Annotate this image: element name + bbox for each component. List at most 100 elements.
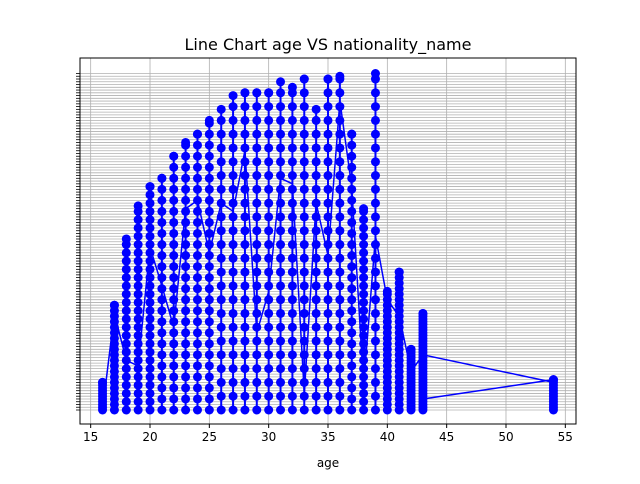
data-point bbox=[228, 308, 238, 318]
data-point bbox=[311, 336, 321, 346]
data-point-max bbox=[323, 74, 333, 84]
data-point bbox=[145, 347, 155, 357]
data-point bbox=[228, 391, 238, 401]
data-point bbox=[299, 212, 309, 222]
data-point bbox=[169, 262, 179, 272]
data-point bbox=[347, 350, 357, 360]
data-point bbox=[335, 281, 345, 291]
x-tick-label: 25 bbox=[202, 430, 217, 444]
data-point bbox=[252, 240, 262, 250]
data-point bbox=[145, 297, 155, 307]
data-point bbox=[145, 223, 155, 233]
data-point bbox=[347, 372, 357, 382]
data-point bbox=[299, 129, 309, 139]
data-point-max bbox=[98, 377, 108, 387]
data-point bbox=[264, 157, 274, 167]
data-point bbox=[204, 372, 214, 382]
data-point bbox=[276, 143, 286, 153]
data-point bbox=[192, 151, 202, 161]
data-point bbox=[192, 140, 202, 150]
data-point bbox=[133, 289, 143, 299]
data-point bbox=[311, 281, 321, 291]
data-point bbox=[347, 339, 357, 349]
data-point bbox=[335, 350, 345, 360]
data-series bbox=[98, 69, 558, 415]
data-point bbox=[347, 195, 357, 205]
data-point bbox=[240, 240, 250, 250]
data-point bbox=[264, 405, 274, 415]
data-point bbox=[287, 364, 297, 374]
data-point bbox=[121, 248, 131, 258]
data-point bbox=[347, 151, 357, 161]
data-point bbox=[359, 215, 369, 225]
data-point bbox=[157, 306, 167, 316]
data-point bbox=[181, 383, 191, 393]
data-point bbox=[276, 115, 286, 125]
data-point bbox=[157, 217, 167, 227]
data-point bbox=[240, 405, 250, 415]
data-point bbox=[359, 248, 369, 258]
data-point bbox=[299, 157, 309, 167]
data-point bbox=[370, 322, 380, 332]
data-point-max bbox=[157, 173, 167, 183]
data-point bbox=[228, 322, 238, 332]
data-point bbox=[169, 251, 179, 261]
data-point bbox=[264, 253, 274, 263]
data-point bbox=[287, 102, 297, 112]
data-point bbox=[311, 184, 321, 194]
data-point bbox=[359, 240, 369, 250]
data-point bbox=[240, 377, 250, 387]
data-point-max bbox=[204, 115, 214, 125]
data-point bbox=[370, 308, 380, 318]
data-point bbox=[359, 231, 369, 241]
data-point bbox=[145, 397, 155, 407]
data-point bbox=[299, 240, 309, 250]
data-point bbox=[323, 377, 333, 387]
data-point bbox=[133, 273, 143, 283]
data-point-max bbox=[109, 300, 119, 310]
data-point bbox=[299, 88, 309, 98]
data-point bbox=[299, 308, 309, 318]
data-point bbox=[276, 129, 286, 139]
data-point bbox=[287, 212, 297, 222]
x-tick-label: 55 bbox=[558, 430, 573, 444]
data-point bbox=[370, 198, 380, 208]
data-point bbox=[323, 350, 333, 360]
data-point-max bbox=[216, 104, 226, 114]
data-point bbox=[121, 364, 131, 374]
data-point bbox=[335, 308, 345, 318]
data-point bbox=[264, 184, 274, 194]
data-point bbox=[133, 322, 143, 332]
data-point bbox=[145, 306, 155, 316]
data-point bbox=[181, 184, 191, 194]
data-point bbox=[335, 405, 345, 415]
data-point bbox=[311, 157, 321, 167]
data-point bbox=[181, 195, 191, 205]
data-point bbox=[370, 281, 380, 291]
data-point bbox=[311, 350, 321, 360]
data-point bbox=[204, 251, 214, 261]
data-point bbox=[252, 350, 262, 360]
data-point bbox=[157, 317, 167, 327]
data-point bbox=[264, 267, 274, 277]
data-point bbox=[323, 198, 333, 208]
data-point-max bbox=[287, 82, 297, 92]
data-point-max bbox=[394, 267, 404, 277]
data-point bbox=[228, 377, 238, 387]
data-point-max bbox=[370, 69, 380, 78]
data-point bbox=[133, 281, 143, 291]
data-point bbox=[145, 380, 155, 390]
data-point bbox=[192, 217, 202, 227]
data-point bbox=[370, 295, 380, 305]
data-point bbox=[323, 102, 333, 112]
data-point bbox=[121, 297, 131, 307]
data-point bbox=[323, 322, 333, 332]
data-point bbox=[145, 322, 155, 332]
data-point bbox=[169, 328, 179, 338]
data-point bbox=[323, 281, 333, 291]
data-point bbox=[323, 143, 333, 153]
data-point bbox=[264, 171, 274, 181]
data-point bbox=[370, 184, 380, 194]
data-point-max bbox=[276, 77, 286, 87]
